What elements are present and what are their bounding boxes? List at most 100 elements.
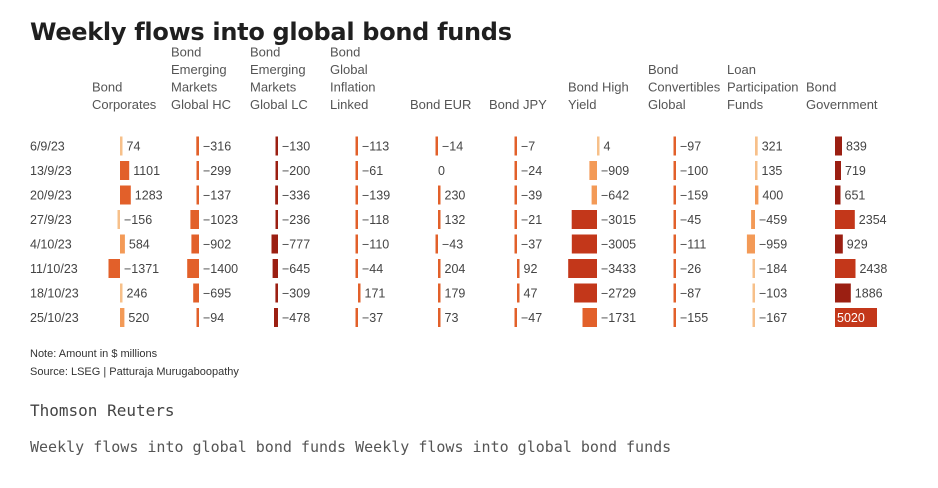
column-header-2-line-1: Emerging xyxy=(250,62,306,77)
row-label-0: 6/9/23 xyxy=(30,140,65,154)
chart-note: Note: Amount in $ millions xyxy=(30,348,158,360)
value-label-1-6: −909 xyxy=(601,164,629,178)
bar-3-6 xyxy=(571,210,597,229)
bar-4-6 xyxy=(571,234,597,254)
value-label-1-9: 719 xyxy=(845,164,866,178)
bar-6-1 xyxy=(193,283,199,303)
value-label-7-7: −155 xyxy=(680,311,708,325)
row-label-1: 13/9/23 xyxy=(30,164,72,178)
value-label-0-1: −316 xyxy=(203,140,231,154)
bar-7-3 xyxy=(355,308,358,327)
value-label-6-3: 171 xyxy=(365,287,386,301)
value-label-4-4: −43 xyxy=(442,238,463,252)
value-label-3-8: −459 xyxy=(759,213,787,227)
brand-label: Thomson Reuters xyxy=(30,401,175,420)
value-label-2-4: 230 xyxy=(445,189,466,203)
column-header-3-line-3: Linked xyxy=(330,97,368,112)
value-label-5-5: 92 xyxy=(524,262,538,276)
bar-5-0 xyxy=(108,259,120,278)
value-label-7-8: −167 xyxy=(759,311,787,325)
chart-source: Source: LSEG | Patturaja Murugaboopathy xyxy=(30,366,239,378)
column-header-3-line-0: Bond xyxy=(330,45,360,60)
bar-1-5 xyxy=(514,161,517,180)
column-header-7-line-1: Convertibles xyxy=(648,80,721,95)
bar-1-6 xyxy=(589,161,597,180)
bar-0-0 xyxy=(120,136,123,156)
row-label-3: 27/9/23 xyxy=(30,213,72,227)
value-label-3-1: −1023 xyxy=(203,213,238,227)
bar-0-2 xyxy=(275,136,278,156)
bar-5-3 xyxy=(355,259,358,278)
row-label-6: 18/10/23 xyxy=(30,287,79,301)
bar-5-1 xyxy=(187,259,199,278)
bar-4-5 xyxy=(514,234,517,254)
bar-2-6 xyxy=(591,185,597,205)
bar-3-3 xyxy=(355,210,358,229)
value-label-1-8: 135 xyxy=(762,164,783,178)
chart-caption: Weekly flows into global bond funds Week… xyxy=(30,438,672,456)
value-label-4-8: −959 xyxy=(759,238,787,252)
column-header-1-line-3: Global HC xyxy=(171,97,231,112)
value-label-3-2: −236 xyxy=(282,213,310,227)
value-label-5-6: −3433 xyxy=(601,262,636,276)
column-header-0-line-1: Corporates xyxy=(92,97,157,112)
value-label-3-7: −45 xyxy=(680,213,701,227)
value-label-1-2: −200 xyxy=(282,164,310,178)
column-header-2-line-0: Bond xyxy=(250,45,280,60)
value-label-0-3: −113 xyxy=(362,140,389,154)
value-label-7-4: 73 xyxy=(445,311,459,325)
value-label-2-3: −139 xyxy=(362,189,390,203)
column-header-6-line-0: Bond High xyxy=(568,80,629,95)
row-label-5: 11/10/23 xyxy=(30,262,78,276)
value-label-5-2: −645 xyxy=(282,262,310,276)
bar-2-9 xyxy=(835,185,841,205)
value-label-4-2: −777 xyxy=(282,238,310,252)
value-label-2-6: −642 xyxy=(601,189,629,203)
value-label-7-6: −1731 xyxy=(601,311,636,325)
value-label-0-7: −97 xyxy=(680,140,701,154)
bar-5-7 xyxy=(673,259,676,278)
value-label-6-2: −309 xyxy=(282,287,310,301)
row-label-2: 20/9/23 xyxy=(30,189,72,203)
bar-3-5 xyxy=(514,210,517,229)
bar-7-8 xyxy=(752,308,755,327)
bar-2-1 xyxy=(196,185,199,205)
bar-2-7 xyxy=(673,185,676,205)
column-header-4-line-0: Bond EUR xyxy=(410,97,471,112)
bar-1-7 xyxy=(673,161,676,180)
bar-6-0 xyxy=(120,283,123,303)
bar-1-9 xyxy=(835,161,841,180)
column-header-2-line-2: Markets xyxy=(250,80,297,95)
value-label-1-0: 1101 xyxy=(133,164,160,178)
bar-5-6 xyxy=(568,259,597,278)
bar-3-8 xyxy=(751,210,755,229)
value-label-7-0: 520 xyxy=(128,311,149,325)
bar-7-1 xyxy=(196,308,199,327)
value-label-6-5: 47 xyxy=(524,287,538,301)
bar-3-9 xyxy=(835,210,855,229)
bar-7-5 xyxy=(514,308,517,327)
value-label-4-5: −37 xyxy=(521,238,542,252)
value-label-5-1: −1400 xyxy=(203,262,238,276)
bar-5-8 xyxy=(752,259,755,278)
bar-2-0 xyxy=(120,185,131,205)
bar-4-9 xyxy=(835,234,843,254)
column-header-9-line-0: Bond xyxy=(806,80,836,95)
bar-5-9 xyxy=(835,259,856,278)
column-header-3-line-2: Inflation xyxy=(330,80,376,95)
column-header-9-line-1: Government xyxy=(806,97,878,112)
value-label-5-3: −44 xyxy=(362,262,383,276)
bar-5-5 xyxy=(517,259,520,278)
bar-0-4 xyxy=(435,136,438,156)
bar-2-8 xyxy=(755,185,759,205)
value-label-3-9: 2354 xyxy=(859,213,887,227)
row-label-4: 4/10/23 xyxy=(30,238,72,252)
value-label-6-8: −103 xyxy=(759,287,787,301)
bar-1-0 xyxy=(120,161,130,180)
bar-5-4 xyxy=(438,259,441,278)
bar-6-2 xyxy=(275,283,278,303)
bar-6-5 xyxy=(517,283,520,303)
value-label-6-9: 1886 xyxy=(855,287,883,301)
bar-4-8 xyxy=(746,234,755,254)
value-label-7-1: −94 xyxy=(203,311,224,325)
